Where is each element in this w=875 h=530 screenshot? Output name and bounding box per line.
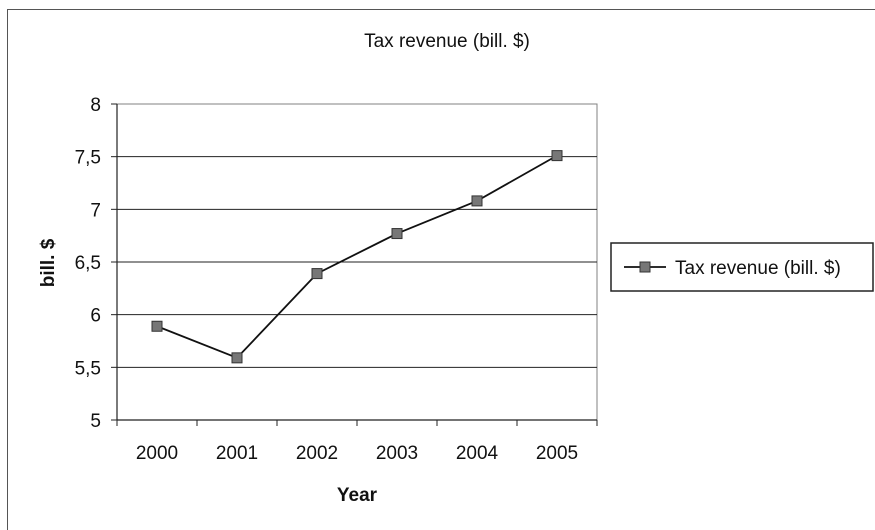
chart-frame	[7, 9, 875, 530]
data-point-marker	[551, 150, 563, 162]
series-line	[156, 154, 558, 359]
chart-title: Tax revenue (bill. $)	[364, 31, 530, 52]
y-tick-label: 6	[90, 306, 101, 327]
y-tick-label: 6,5	[75, 253, 101, 274]
y-tick-label: 5	[90, 411, 101, 432]
data-point-marker	[231, 352, 243, 364]
y-tick-label: 7,5	[75, 148, 101, 169]
data-point-marker	[391, 228, 403, 240]
x-tick-label: 2000	[136, 443, 178, 464]
x-axis-title: Year	[337, 485, 378, 506]
data-point-marker	[471, 195, 483, 207]
x-tick-label: 2002	[296, 443, 338, 464]
data-point-marker	[311, 268, 323, 280]
x-tick-label: 2005	[536, 443, 578, 464]
x-tick-label: 2001	[216, 443, 258, 464]
x-tick-label: 2003	[376, 443, 418, 464]
data-point-marker	[151, 320, 163, 332]
legend-label: Tax revenue (bill. $)	[675, 258, 841, 279]
legend-marker	[639, 261, 651, 273]
y-tick-label: 8	[90, 95, 101, 116]
x-tick-label: 2004	[456, 443, 499, 464]
y-axis-title: bill. $	[38, 238, 59, 287]
y-tick-label: 7	[90, 200, 101, 221]
plot-area: 5 5,5 6 6,5 7 7,5 8 2000 2001 2002 2003 2004 2005	[75, 95, 598, 464]
y-tick-label: 5,5	[75, 358, 101, 379]
legend: Tax revenue (bill. $)	[610, 242, 874, 292]
